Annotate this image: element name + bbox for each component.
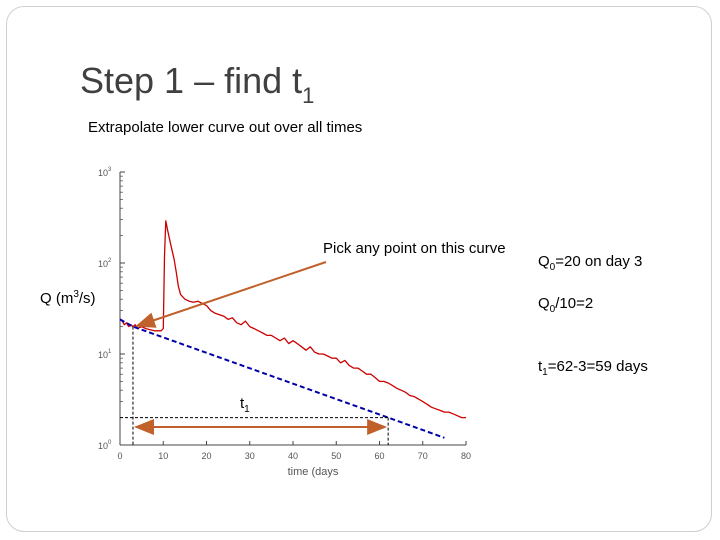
t1-result-value: =62-3=59 days: [548, 358, 648, 375]
q0-label: Q0=20 on day 3: [538, 253, 642, 273]
recession-line: [119, 318, 445, 439]
y-tick-label: 100: [98, 440, 112, 451]
slide-title-main: Step 1 – find t: [80, 60, 303, 101]
slide-frame: [6, 6, 712, 532]
y-tick-label: 101: [98, 349, 112, 360]
slide-title: Step 1 – find t1: [80, 60, 314, 109]
t1-result-label: t1=62-3=59 days: [538, 358, 648, 378]
q0-subscript: 0: [550, 262, 556, 273]
y-tick-label: 102: [98, 258, 112, 269]
x-tick-label: 20: [201, 451, 211, 461]
x-tick-label: 10: [158, 451, 168, 461]
x-tick-label: 80: [461, 451, 471, 461]
y-axis-label-main: Q (m: [40, 290, 73, 307]
x-tick-label: 0: [117, 451, 122, 461]
slide-subtitle: Extrapolate lower curve out over all tim…: [88, 119, 363, 136]
x-tick-label: 60: [374, 451, 384, 461]
pick-point-label: Pick any point on this curve: [323, 240, 506, 257]
slide-title-subscript: 1: [302, 83, 315, 108]
hydrograph-line: [121, 220, 466, 419]
q0-tenth-symbol: Q: [538, 295, 550, 312]
x-tick-label: 50: [331, 451, 341, 461]
t1-result-subscript: 1: [542, 367, 548, 378]
t1-result-symbol: t: [538, 358, 543, 375]
q0-symbol: Q: [538, 253, 550, 270]
t1-interval-subscript: 1: [244, 404, 250, 415]
y-axis-label-sup: 3: [73, 289, 79, 300]
q0-tenth-value: /10=2: [555, 295, 593, 312]
q0-value: =20 on day 3: [555, 253, 642, 270]
q0-tenth-subscript: 0: [550, 304, 556, 315]
x-tick-label: 40: [288, 451, 298, 461]
chart-axes: 0 10 20 30 40 50 60 70 80 100 101 102 103 time (days: [98, 167, 471, 478]
t1-interval-symbol: t: [240, 395, 245, 412]
x-axis-label: time (days: [288, 466, 339, 478]
y-axis-label-end: /s): [79, 290, 96, 307]
pick-point-arrow: [135, 261, 327, 328]
t1-interval-label: t1: [240, 395, 250, 415]
q0-tenth-label: Q0/10=2: [538, 295, 593, 315]
y-tick-label: 103: [98, 167, 112, 178]
x-tick-label: 30: [245, 451, 255, 461]
x-tick-label: 70: [418, 451, 428, 461]
chart-markers: [120, 326, 389, 445]
chart-series: [119, 220, 466, 439]
y-axis-label: Q (m3/s): [40, 289, 96, 307]
